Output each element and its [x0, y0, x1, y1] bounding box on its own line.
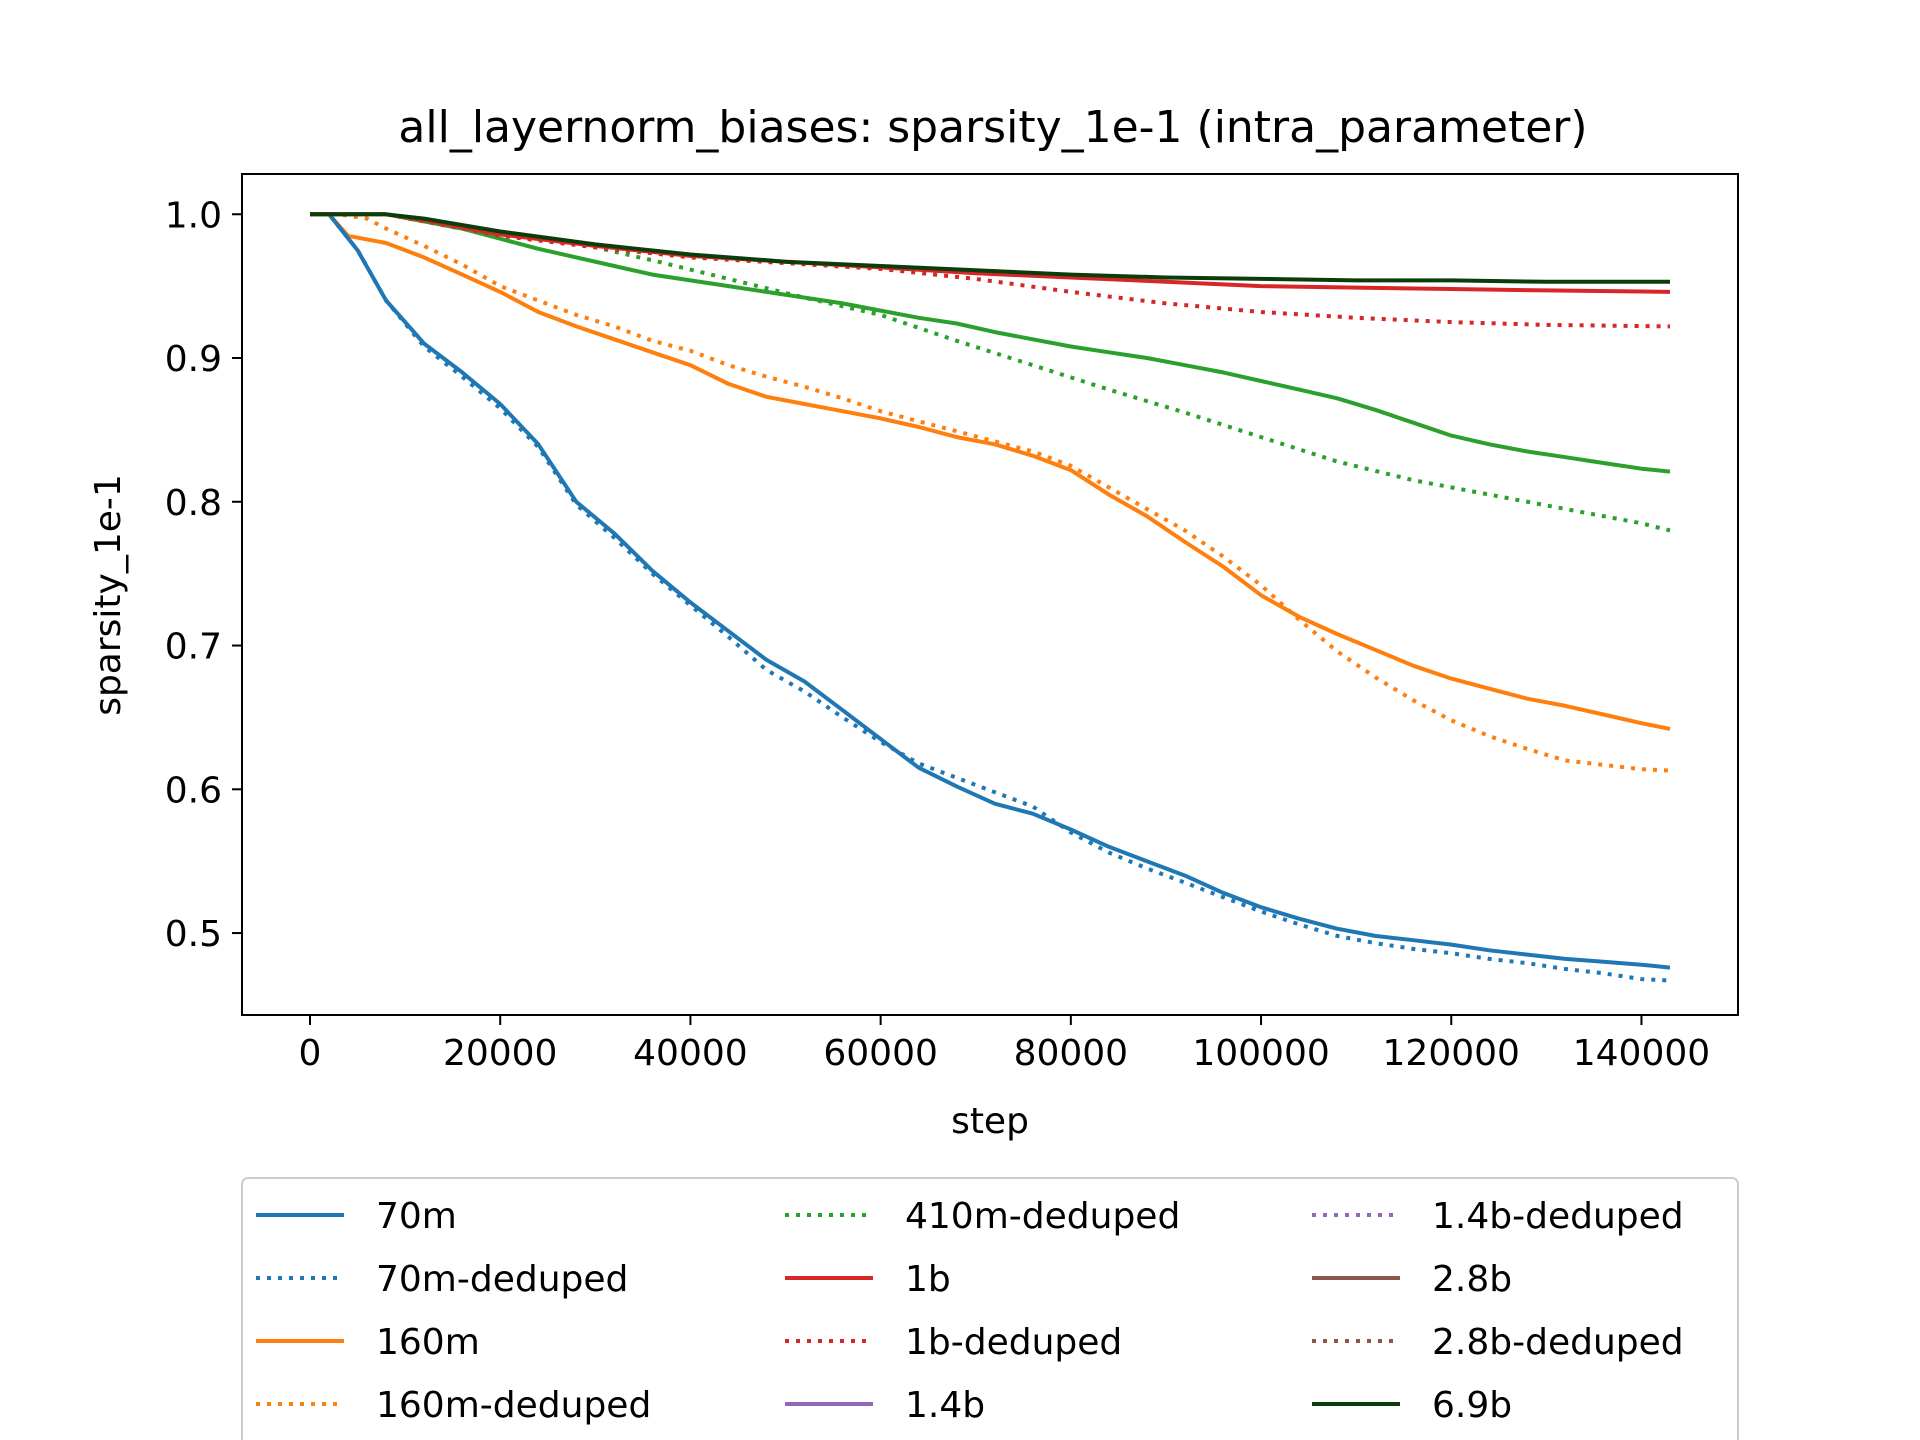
x-tick-label: 60000 [823, 1033, 938, 1074]
series-line-70m [310, 212, 1671, 970]
legend-label-1-4b-deduped: 1.4b-deduped [1432, 1196, 1684, 1237]
legend-frame [241, 1177, 1739, 1440]
legend-label-1-4b: 1.4b [905, 1385, 985, 1426]
series-line-160m [310, 212, 1671, 731]
x-axis-label: step [951, 1101, 1029, 1142]
legend-label-2-8b-deduped: 2.8b-deduped [1432, 1322, 1684, 1363]
legend-label-1b-deduped: 1b-deduped [905, 1322, 1122, 1363]
legend-label-410m-deduped: 410m-deduped [905, 1196, 1180, 1237]
x-axis: 0 20000 40000 60000 80000 100000 120000 140000 [299, 1015, 1710, 1074]
x-tick-label: 120000 [1383, 1033, 1520, 1074]
series-line-6-9b [310, 212, 1670, 284]
series-line-410m [310, 212, 1671, 474]
legend-label-70m: 70m [376, 1196, 457, 1237]
series-line-410m-deduped [310, 212, 1671, 533]
x-tick-label: 140000 [1573, 1033, 1710, 1074]
legend-label-160m: 160m [376, 1322, 480, 1363]
x-tick-label: 0 [299, 1033, 322, 1074]
legend-label-70m-deduped: 70m-deduped [376, 1259, 628, 1300]
y-tick-label: 1.0 [165, 195, 222, 236]
y-axis-label: sparsity_1e-1 [88, 474, 129, 716]
y-tick-label: 0.8 [165, 483, 222, 524]
series-layer [310, 212, 1671, 983]
x-tick-label: 80000 [1014, 1033, 1129, 1074]
legend-label-2-8b: 2.8b [1432, 1259, 1512, 1300]
y-tick-label: 0.5 [165, 914, 222, 955]
y-tick-label: 0.9 [165, 339, 222, 380]
chart-title: all_layernorm_biases: sparsity_1e-1 (int… [398, 102, 1587, 153]
legend-label-1b: 1b [905, 1259, 951, 1300]
x-tick-label: 20000 [443, 1033, 558, 1074]
y-tick-label: 0.6 [165, 770, 222, 811]
legend-items: 70m 70m-deduped 160m 160m-deduped 410m-dedup… [256, 1196, 1684, 1426]
plot-frame [241, 173, 1739, 1016]
legend-label-160m-deduped: 160m-deduped [376, 1385, 651, 1426]
series-line-70m-deduped [310, 212, 1671, 983]
y-axis: 0.5 0.6 0.7 0.8 0.9 1.0 [165, 195, 242, 955]
series-line-160m-deduped [310, 212, 1671, 773]
x-tick-label: 100000 [1192, 1033, 1329, 1074]
x-tick-label: 40000 [633, 1033, 748, 1074]
legend-label-6-9b: 6.9b [1432, 1385, 1512, 1426]
legend: 70m 70m-deduped 160m 160m-deduped 410m-dedup… [241, 1177, 1739, 1440]
y-tick-label: 0.7 [165, 627, 222, 668]
